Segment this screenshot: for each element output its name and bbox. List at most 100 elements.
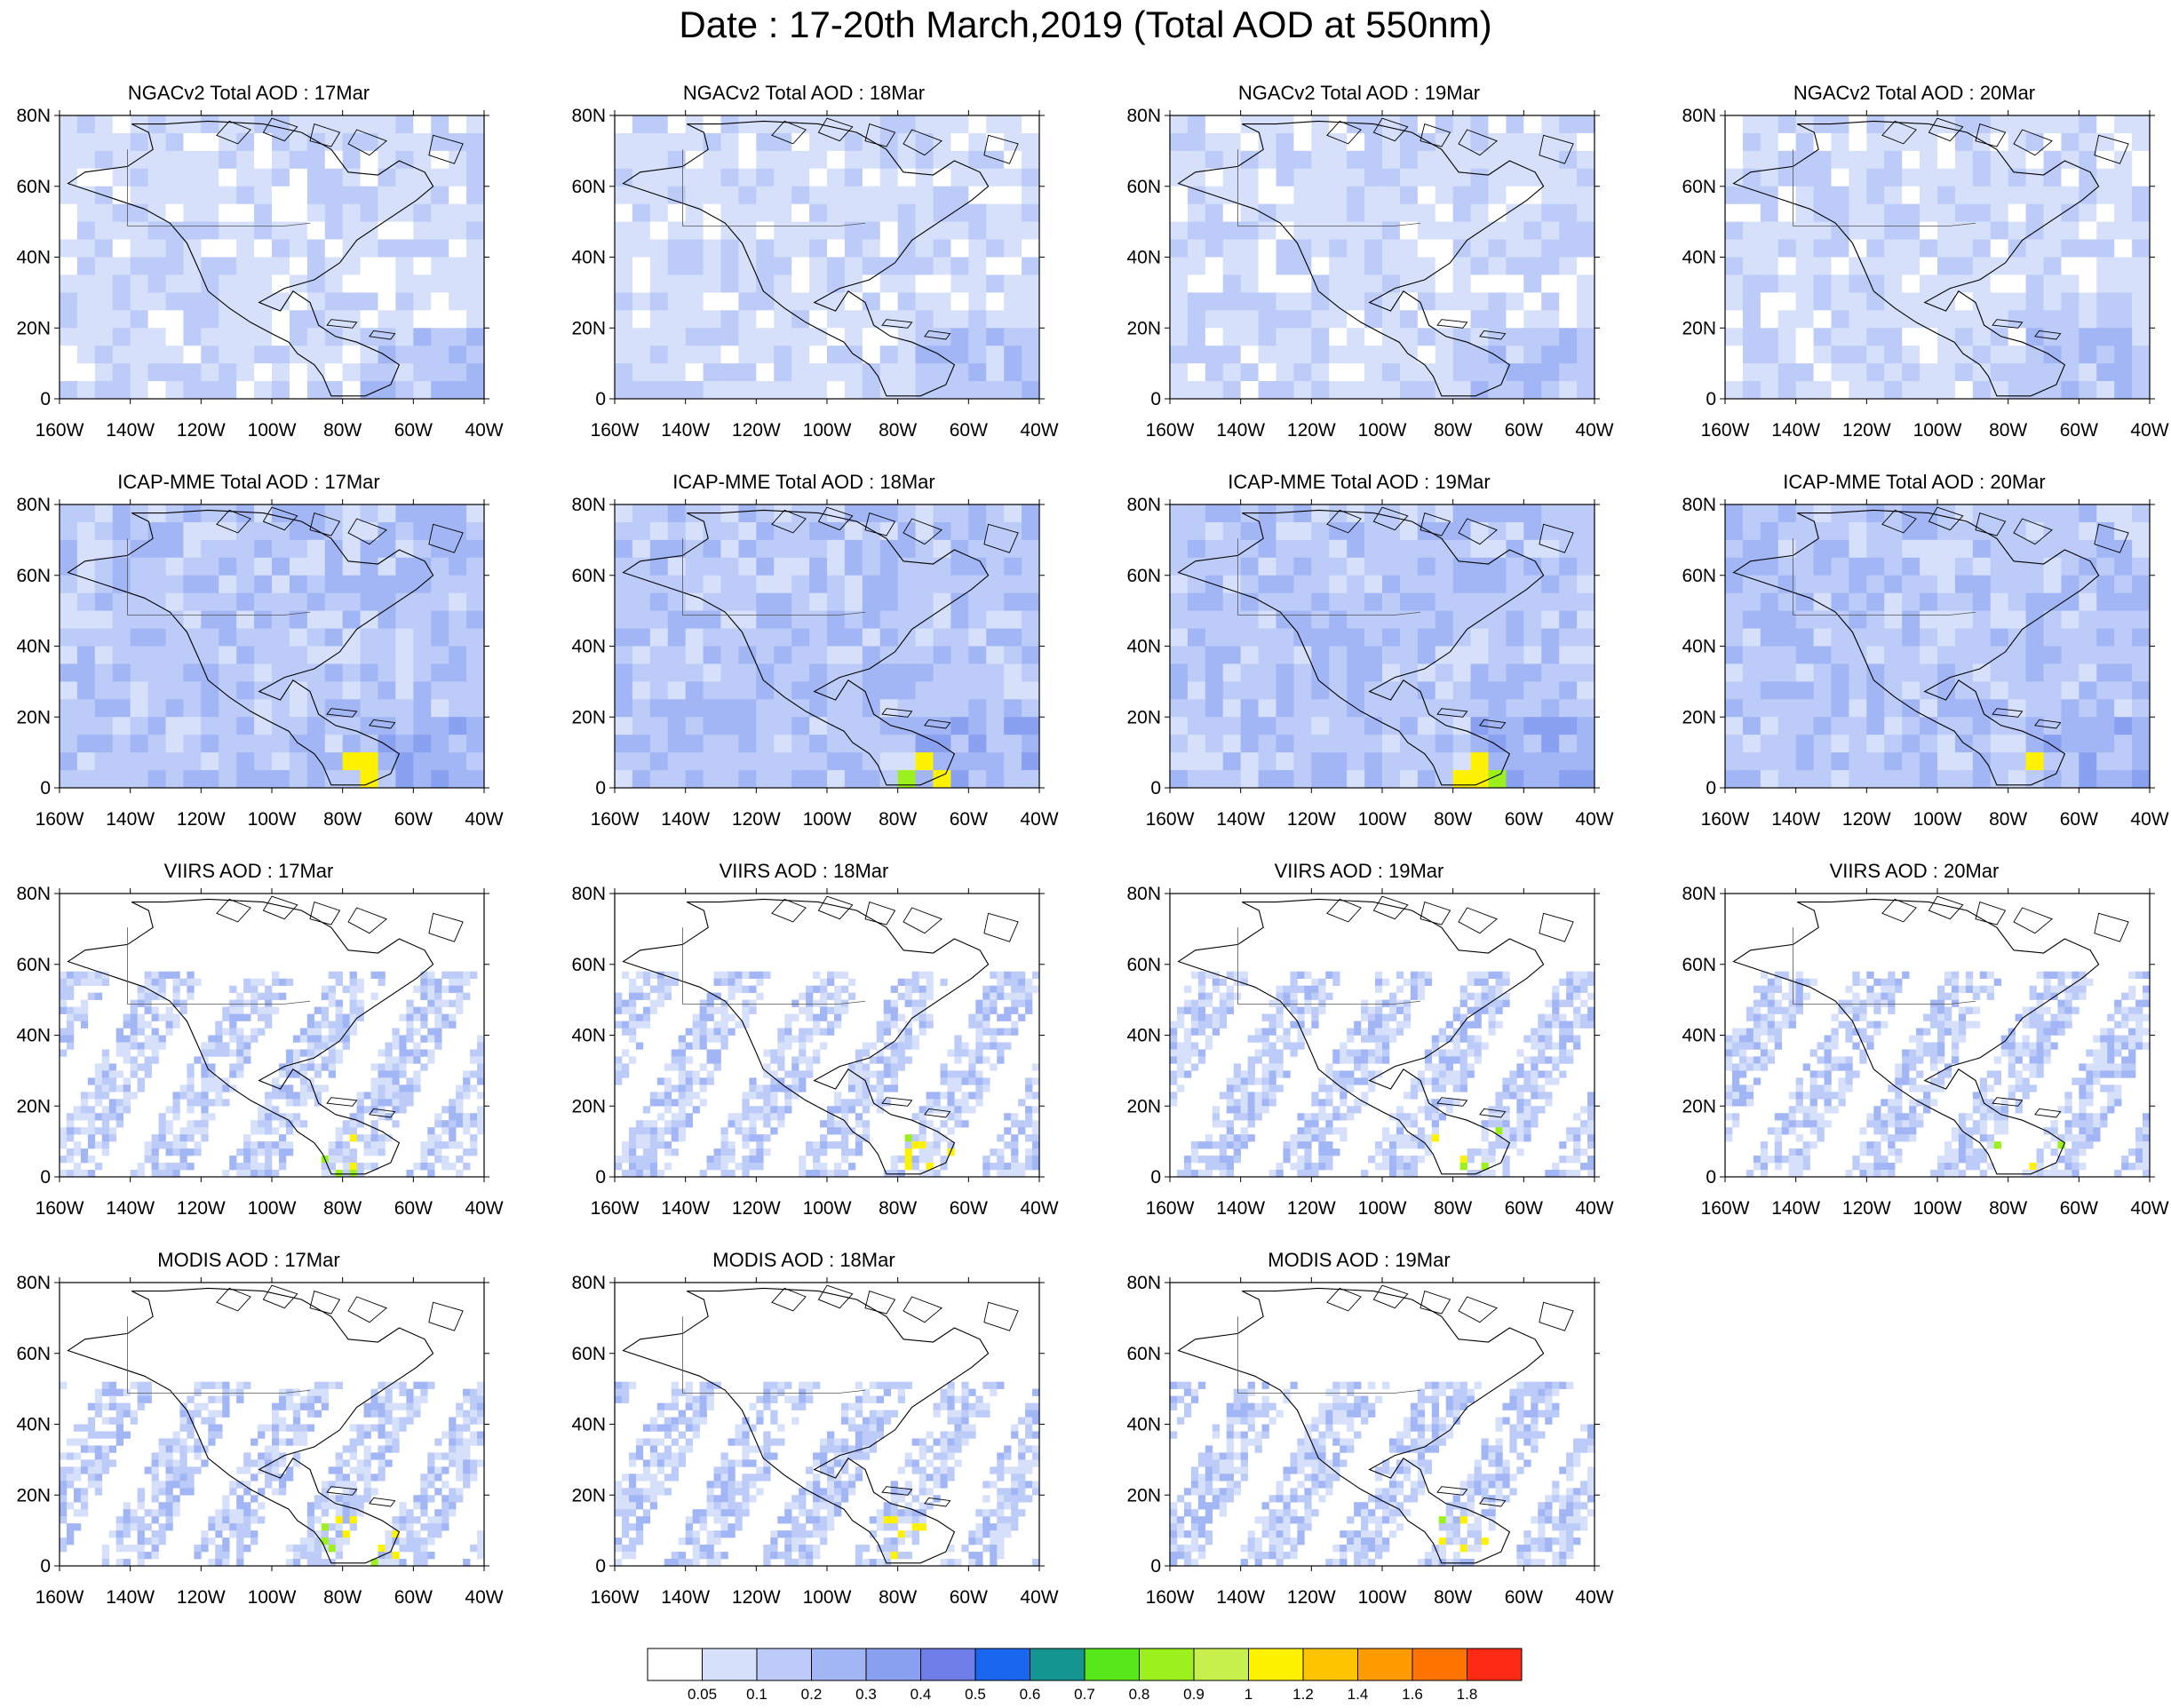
x-tick-label: 100W [248,1198,297,1219]
y-tick-label: 60N [16,955,51,975]
y-tick-label: 80N [571,106,606,126]
x-tick-label: 120W [1287,1587,1336,1608]
aod-field [60,504,485,789]
x-tick-label: 40W [465,420,503,441]
y-tick-label: 0 [1150,1167,1161,1188]
x-tick-label: 160W [36,420,84,441]
x-tick-label: 120W [177,809,226,830]
y-tick-label: 40N [1682,637,1716,657]
x-tick-label: 100W [803,809,852,830]
y-tick-label: 0 [40,1556,51,1577]
y-tick-label: 0 [595,1167,606,1188]
y-tick-label: 60N [16,1344,51,1364]
island-outline [1327,1288,1361,1311]
y-tick-label: 0 [40,1167,51,1188]
island-outline [865,902,895,925]
x-tick-label: 120W [177,1587,226,1608]
y-tick-label: 40N [1682,248,1716,268]
x-tick-label: 120W [1287,809,1336,830]
x-tick-label: 40W [1020,420,1058,441]
y-tick-label: 80N [1126,495,1161,515]
island-outline [348,1297,386,1323]
y-tick-label: 40N [571,1415,606,1435]
x-tick-label: 40W [1575,420,1613,441]
y-tick-label: 80N [16,1273,51,1293]
y-tick-label: 60N [16,566,51,586]
island-outline [429,1302,463,1331]
x-tick-label: 40W [2130,809,2168,830]
y-tick-label: 0 [1706,389,1716,409]
x-tick-label: 80W [879,809,917,830]
y-tick-label: 20N [16,707,51,727]
island-outline [818,896,852,918]
island-outline [2095,913,2128,941]
island-outline [217,1288,250,1311]
aod-field [1170,504,1595,789]
y-tick-label: 0 [1150,778,1161,798]
island-outline [1928,896,1962,918]
y-tick-label: 60N [571,566,606,586]
aod-field [1725,504,2151,789]
x-tick-label: 80W [1434,420,1472,441]
x-tick-label: 40W [465,809,503,830]
x-tick-label: 140W [661,1587,710,1608]
aod-field [615,504,1040,789]
x-tick-label: 140W [661,1198,710,1219]
colorbar-label: 0.4 [911,1686,932,1703]
x-tick-label: 100W [803,1198,852,1219]
x-tick-label: 40W [2130,1198,2168,1219]
colorbar-label: 0.7 [1074,1686,1095,1703]
aod-field [1170,972,1594,1178]
x-tick-label: 140W [1216,420,1265,441]
colorbar-label: 1.8 [1457,1686,1478,1703]
aod-field [60,115,485,400]
x-tick-label: 100W [1913,1198,1962,1219]
y-tick-label: 20N [16,1485,51,1505]
y-tick-label: 80N [1126,106,1161,126]
x-tick-label: 60W [950,809,988,830]
x-tick-label: 160W [36,809,84,830]
x-tick-label: 60W [2060,1198,2098,1219]
x-tick-label: 140W [1771,809,1820,830]
x-tick-label: 40W [1020,1587,1058,1608]
island-outline [818,1285,852,1308]
aod-field [1725,115,2151,400]
colorbar-label: 0.05 [688,1686,717,1703]
y-tick-label: 80N [16,884,51,904]
y-tick-label: 40N [1126,1415,1161,1435]
colorbar-label: 1.2 [1292,1686,1314,1703]
x-tick-label: 40W [465,1587,503,1608]
colorbar-swatch [1085,1648,1140,1680]
x-tick-label: 60W [950,420,988,441]
x-tick-label: 80W [323,1198,362,1219]
x-tick-label: 120W [732,1587,781,1608]
y-tick-label: 60N [1126,1344,1161,1364]
x-tick-label: 80W [1434,1587,1472,1608]
y-tick-label: 0 [595,389,606,409]
aod-field [60,972,484,1178]
colorbar-swatch [1412,1648,1467,1680]
y-tick-label: 0 [40,389,51,409]
x-tick-label: 120W [1842,1198,1891,1219]
y-tick-label: 80N [16,106,51,126]
x-tick-label: 40W [1575,1198,1613,1219]
x-tick-label: 120W [732,809,781,830]
island-outline [984,913,1018,941]
island-outline [1420,902,1451,925]
x-tick-label: 120W [1287,1198,1336,1219]
y-tick-label: 0 [1706,1167,1716,1188]
aod-field [615,972,1039,1178]
